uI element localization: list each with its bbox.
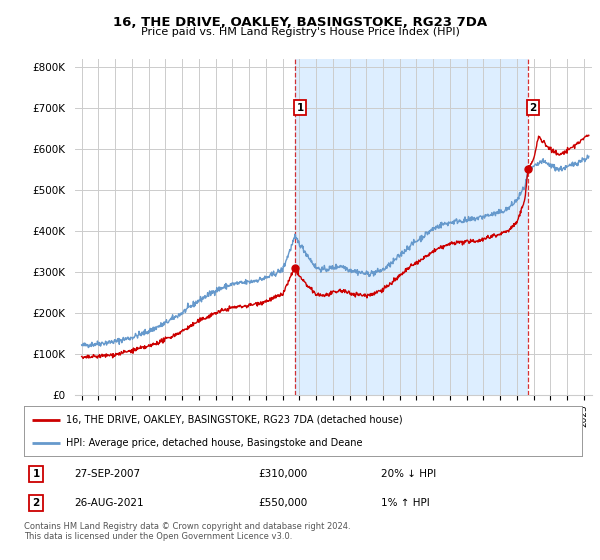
Text: Contains HM Land Registry data © Crown copyright and database right 2024.
This d: Contains HM Land Registry data © Crown c… bbox=[24, 522, 350, 542]
Bar bbox=[295, 59, 528, 395]
Text: 16, THE DRIVE, OAKLEY, BASINGSTOKE, RG23 7DA (detached house): 16, THE DRIVE, OAKLEY, BASINGSTOKE, RG23… bbox=[66, 414, 403, 424]
Text: 1: 1 bbox=[32, 469, 40, 479]
Text: 20% ↓ HPI: 20% ↓ HPI bbox=[381, 469, 436, 479]
Text: 16, THE DRIVE, OAKLEY, BASINGSTOKE, RG23 7DA: 16, THE DRIVE, OAKLEY, BASINGSTOKE, RG23… bbox=[113, 16, 487, 29]
Text: Price paid vs. HM Land Registry's House Price Index (HPI): Price paid vs. HM Land Registry's House … bbox=[140, 27, 460, 37]
Text: 1: 1 bbox=[296, 102, 304, 113]
Text: 2: 2 bbox=[32, 498, 40, 508]
Text: 27-SEP-2007: 27-SEP-2007 bbox=[74, 469, 140, 479]
Text: HPI: Average price, detached house, Basingstoke and Deane: HPI: Average price, detached house, Basi… bbox=[66, 438, 362, 448]
Text: 26-AUG-2021: 26-AUG-2021 bbox=[74, 498, 144, 508]
Text: 1% ↑ HPI: 1% ↑ HPI bbox=[381, 498, 430, 508]
Text: £310,000: £310,000 bbox=[259, 469, 308, 479]
Text: £550,000: £550,000 bbox=[259, 498, 308, 508]
Text: 2: 2 bbox=[529, 102, 536, 113]
